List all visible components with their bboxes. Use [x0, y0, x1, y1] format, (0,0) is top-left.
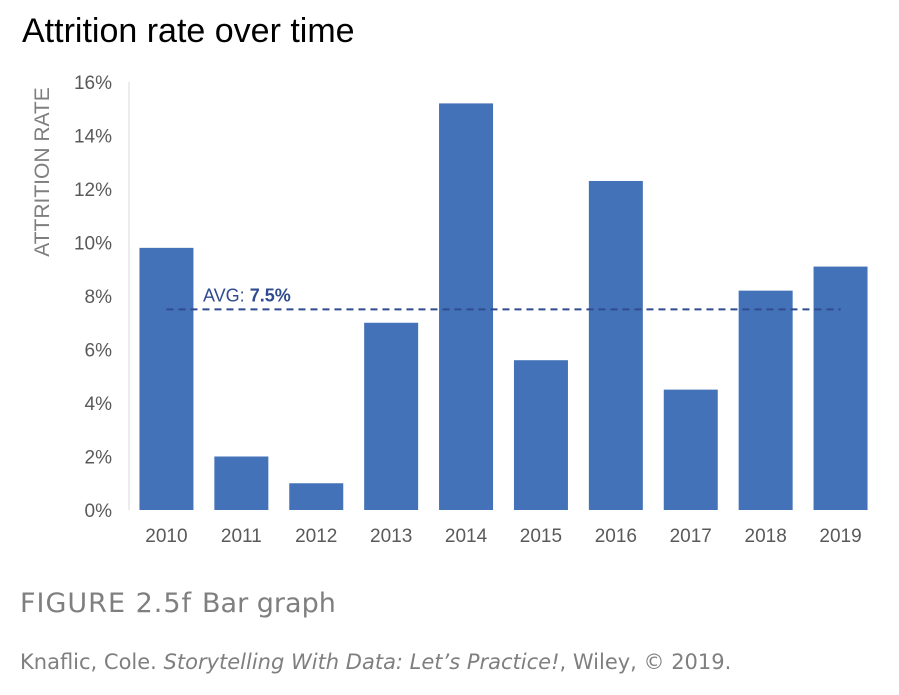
- y-tick-label: 10%: [74, 234, 112, 255]
- x-tick-label: 2014: [445, 526, 488, 547]
- y-tick-label: 4%: [85, 394, 113, 415]
- x-tick-label: 2016: [595, 526, 637, 547]
- citation-prefix: Knaflic, Cole.: [20, 650, 164, 674]
- bar: [588, 180, 643, 510]
- bar: [289, 483, 344, 510]
- bar-chart: ATTRITION RATE 0% 2% 4% 6% 8% 10% 12% 14% 16% 20…: [31, 73, 868, 547]
- citation-suffix: , Wiley, © 2019.: [559, 650, 732, 674]
- y-tick-label: 12%: [74, 180, 112, 201]
- y-axis-label: ATTRITION RATE: [31, 87, 54, 257]
- bar: [513, 360, 568, 510]
- bar: [139, 247, 194, 510]
- figure-number: FIGURE 2.5f: [20, 588, 193, 619]
- bar: [214, 456, 269, 510]
- average-label-value: 7.5%: [250, 285, 291, 305]
- x-tick-label: 2012: [295, 526, 337, 547]
- average-label: AVG: 7.5%: [203, 285, 291, 305]
- bar: [813, 266, 868, 510]
- y-tick-label: 0%: [85, 501, 113, 522]
- x-tick-label: 2017: [670, 526, 712, 547]
- y-tick-label: 16%: [74, 73, 112, 94]
- figure-caption: Bar graph: [202, 588, 336, 619]
- average-label-prefix: AVG:: [203, 285, 250, 305]
- bar: [663, 389, 718, 510]
- citation-work: Storytelling With Data: Let’s Practice!: [163, 650, 560, 674]
- x-tick-label: 2011: [221, 526, 262, 547]
- citation: Knaflic, Cole. Storytelling With Data: L…: [20, 650, 731, 674]
- x-tick-label: 2013: [370, 526, 412, 547]
- bar: [439, 103, 494, 511]
- y-tick-label: 8%: [85, 287, 113, 308]
- figure-label: FIGURE 2.5f Bar graph: [20, 588, 336, 619]
- y-tick-label: 2%: [85, 448, 113, 469]
- x-tick-label: 2018: [745, 526, 787, 547]
- y-tick-label: 14%: [74, 127, 112, 148]
- y-tick-label: 6%: [85, 341, 113, 362]
- x-tick-label: 2019: [819, 526, 861, 547]
- x-tick-label: 2015: [520, 526, 562, 547]
- x-tick-label: 2010: [145, 526, 187, 547]
- chart-title: Attrition rate over time: [22, 12, 355, 50]
- bar: [738, 290, 793, 510]
- bar: [364, 322, 419, 510]
